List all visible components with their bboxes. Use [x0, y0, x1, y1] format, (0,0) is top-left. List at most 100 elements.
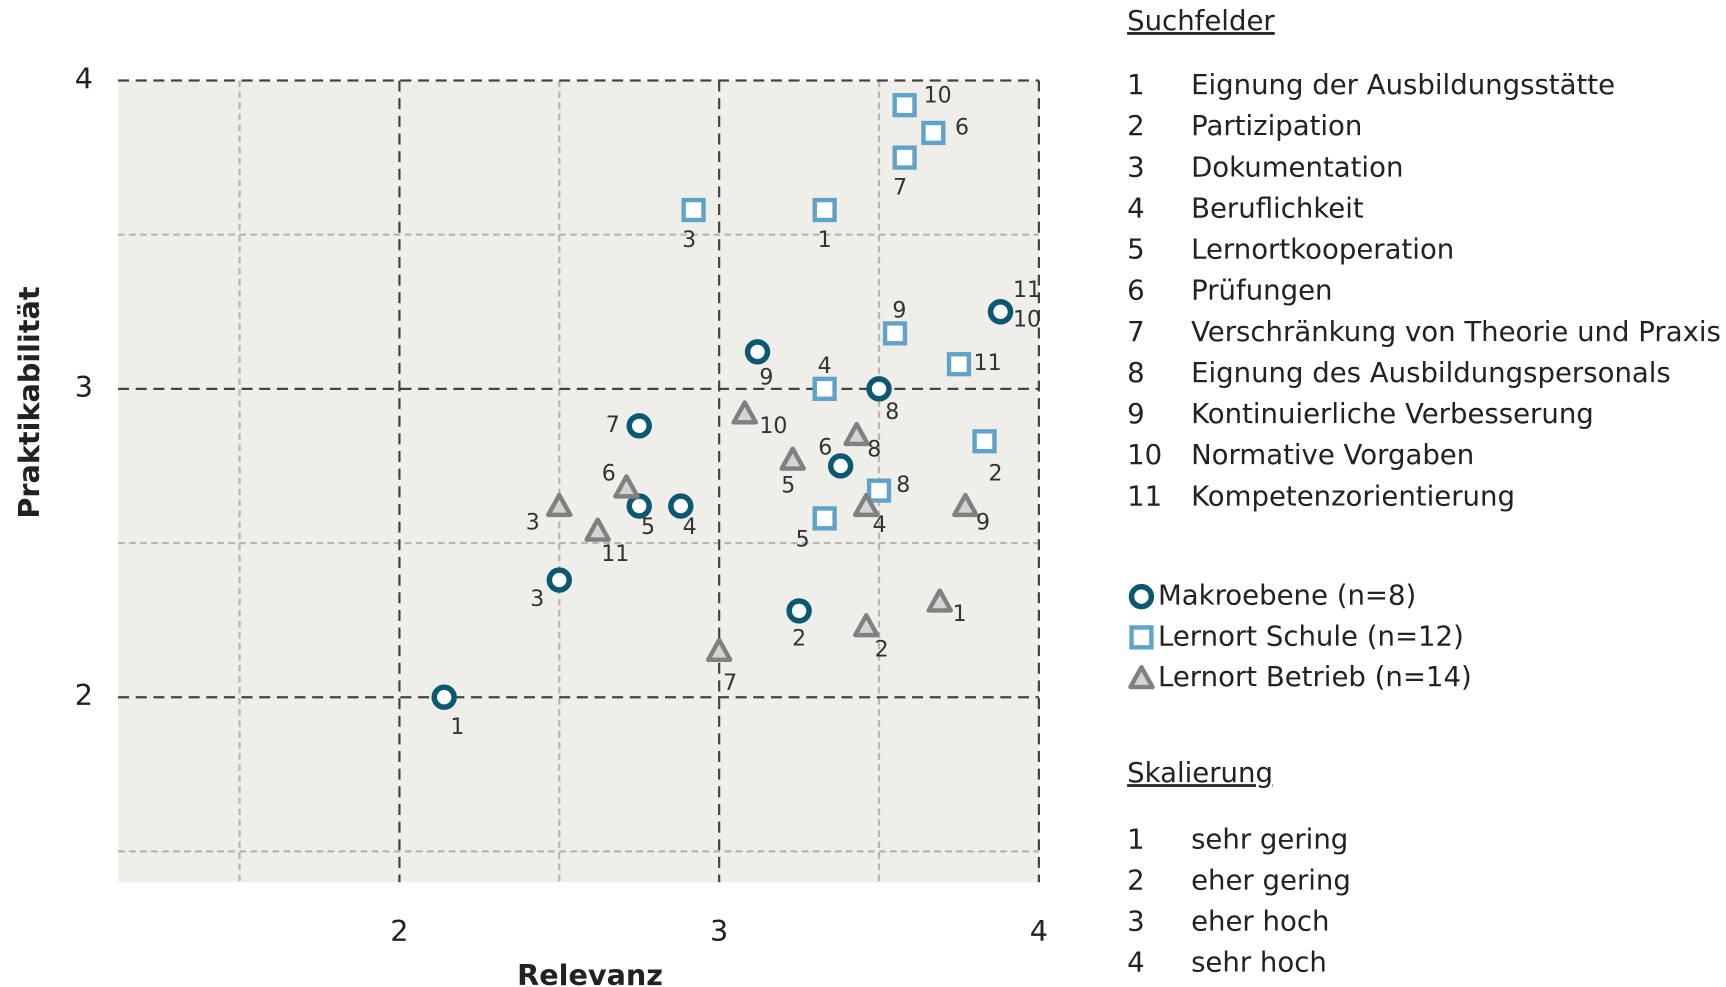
- point-label: 9: [759, 365, 773, 390]
- point-label: 3: [682, 228, 696, 253]
- point-label: 9: [976, 511, 990, 536]
- point-label: 9: [892, 298, 906, 323]
- point-label: 11: [601, 542, 629, 567]
- point-label: 1: [818, 228, 832, 253]
- legend-text: Eignung des Ausbildungspersonals: [1191, 357, 1671, 389]
- point: [812, 197, 837, 223]
- point-label: 8: [896, 473, 910, 498]
- legend-number: 6: [1127, 275, 1145, 307]
- point-label: 6: [955, 116, 969, 141]
- legend-title: Suchfelder: [1127, 5, 1275, 37]
- x-tick-label: 4: [1030, 914, 1048, 948]
- legend-title: Skalierung: [1127, 757, 1273, 789]
- legend-number: 8: [1127, 357, 1145, 389]
- point: [731, 400, 758, 425]
- legend-number: 10: [1127, 439, 1162, 471]
- point-label: 2: [875, 638, 889, 663]
- point-label: 6: [602, 461, 616, 486]
- point-label: 7: [723, 671, 737, 696]
- legend-marker: [1128, 664, 1155, 690]
- legend-number: 5: [1127, 234, 1145, 266]
- point-label: 3: [530, 587, 544, 612]
- legend-number: 4: [1127, 947, 1145, 979]
- legend-text: sehr gering: [1191, 823, 1348, 855]
- legend-marker: [1129, 625, 1154, 650]
- point-label: 2: [792, 627, 806, 652]
- point: [972, 429, 997, 454]
- legend-text: Partizipation: [1191, 110, 1362, 142]
- point: [987, 299, 1014, 325]
- legend-text: eher gering: [1191, 864, 1351, 896]
- point: [779, 446, 806, 471]
- legend-number: 9: [1127, 398, 1145, 430]
- legend-text: eher hoch: [1191, 906, 1329, 938]
- point: [584, 517, 611, 542]
- point: [812, 376, 837, 401]
- point-label: 5: [781, 473, 795, 498]
- point: [882, 321, 908, 346]
- legend-marker: [1128, 583, 1155, 610]
- point: [946, 352, 972, 377]
- legend-text: Verschränkung von Theorie und Praxis: [1191, 316, 1721, 348]
- legend-number: 1: [1127, 69, 1145, 101]
- point-label: 8: [867, 438, 881, 463]
- point: [812, 506, 837, 531]
- point-label: 6: [818, 435, 832, 460]
- point-label: 3: [526, 511, 540, 536]
- point-label: 7: [893, 175, 907, 200]
- point: [866, 478, 892, 503]
- legend-label: Makroebene (n=8): [1158, 580, 1416, 612]
- x-axis-title: Relevanz: [517, 958, 663, 987]
- point: [853, 613, 880, 638]
- point-label: 10: [1013, 308, 1041, 333]
- point: [546, 492, 573, 518]
- legend-number: 3: [1127, 151, 1145, 183]
- legend-number: 11: [1127, 480, 1162, 512]
- point-label: 4: [872, 513, 886, 538]
- point-label: 10: [924, 83, 952, 108]
- point-label: 4: [683, 515, 697, 540]
- y-tick-label: 3: [75, 370, 93, 404]
- point: [827, 453, 854, 479]
- legend-text: Lernortkooperation: [1191, 234, 1454, 266]
- point: [786, 598, 812, 624]
- legend-text: Kontinuierliche Verbesserung: [1191, 398, 1594, 430]
- legend-text: Normative Vorgaben: [1191, 439, 1474, 471]
- point: [668, 493, 694, 519]
- legend-text: Beruflichkeit: [1191, 192, 1364, 224]
- legend-number: 2: [1127, 110, 1145, 142]
- point-label: 4: [818, 354, 832, 379]
- point: [626, 493, 652, 519]
- point-label: 8: [885, 400, 899, 425]
- point: [681, 197, 706, 223]
- legend-number: 4: [1127, 192, 1145, 224]
- point: [546, 567, 572, 593]
- y-axis-title: Praktikabilität: [12, 286, 46, 518]
- legend-text: Dokumentation: [1191, 151, 1403, 183]
- point: [853, 492, 880, 518]
- legend-number: 2: [1127, 864, 1145, 896]
- legend-text: Eignung der Ausbildungsstätte: [1191, 69, 1615, 101]
- point-label: 5: [641, 515, 655, 540]
- point: [705, 637, 733, 662]
- point: [892, 145, 917, 170]
- point-label: 5: [796, 527, 810, 552]
- point-label: 1: [953, 602, 967, 627]
- x-tick-label: 2: [390, 914, 408, 948]
- y-tick-label: 2: [75, 678, 93, 712]
- point: [626, 413, 652, 439]
- legend-label: Lernort Betrieb (n=14): [1158, 661, 1472, 693]
- point: [843, 421, 870, 447]
- point: [892, 93, 917, 118]
- point-label: 11: [974, 351, 1002, 376]
- x-tick-label: 3: [710, 914, 728, 948]
- point-label: 7: [606, 413, 620, 438]
- point-label: 2: [989, 461, 1003, 486]
- point: [431, 684, 457, 710]
- point: [866, 376, 892, 402]
- legend-label: Lernort Schule (n=12): [1158, 620, 1464, 652]
- point-label: 1: [450, 715, 464, 740]
- legend-number: 3: [1127, 906, 1145, 938]
- point: [613, 474, 640, 499]
